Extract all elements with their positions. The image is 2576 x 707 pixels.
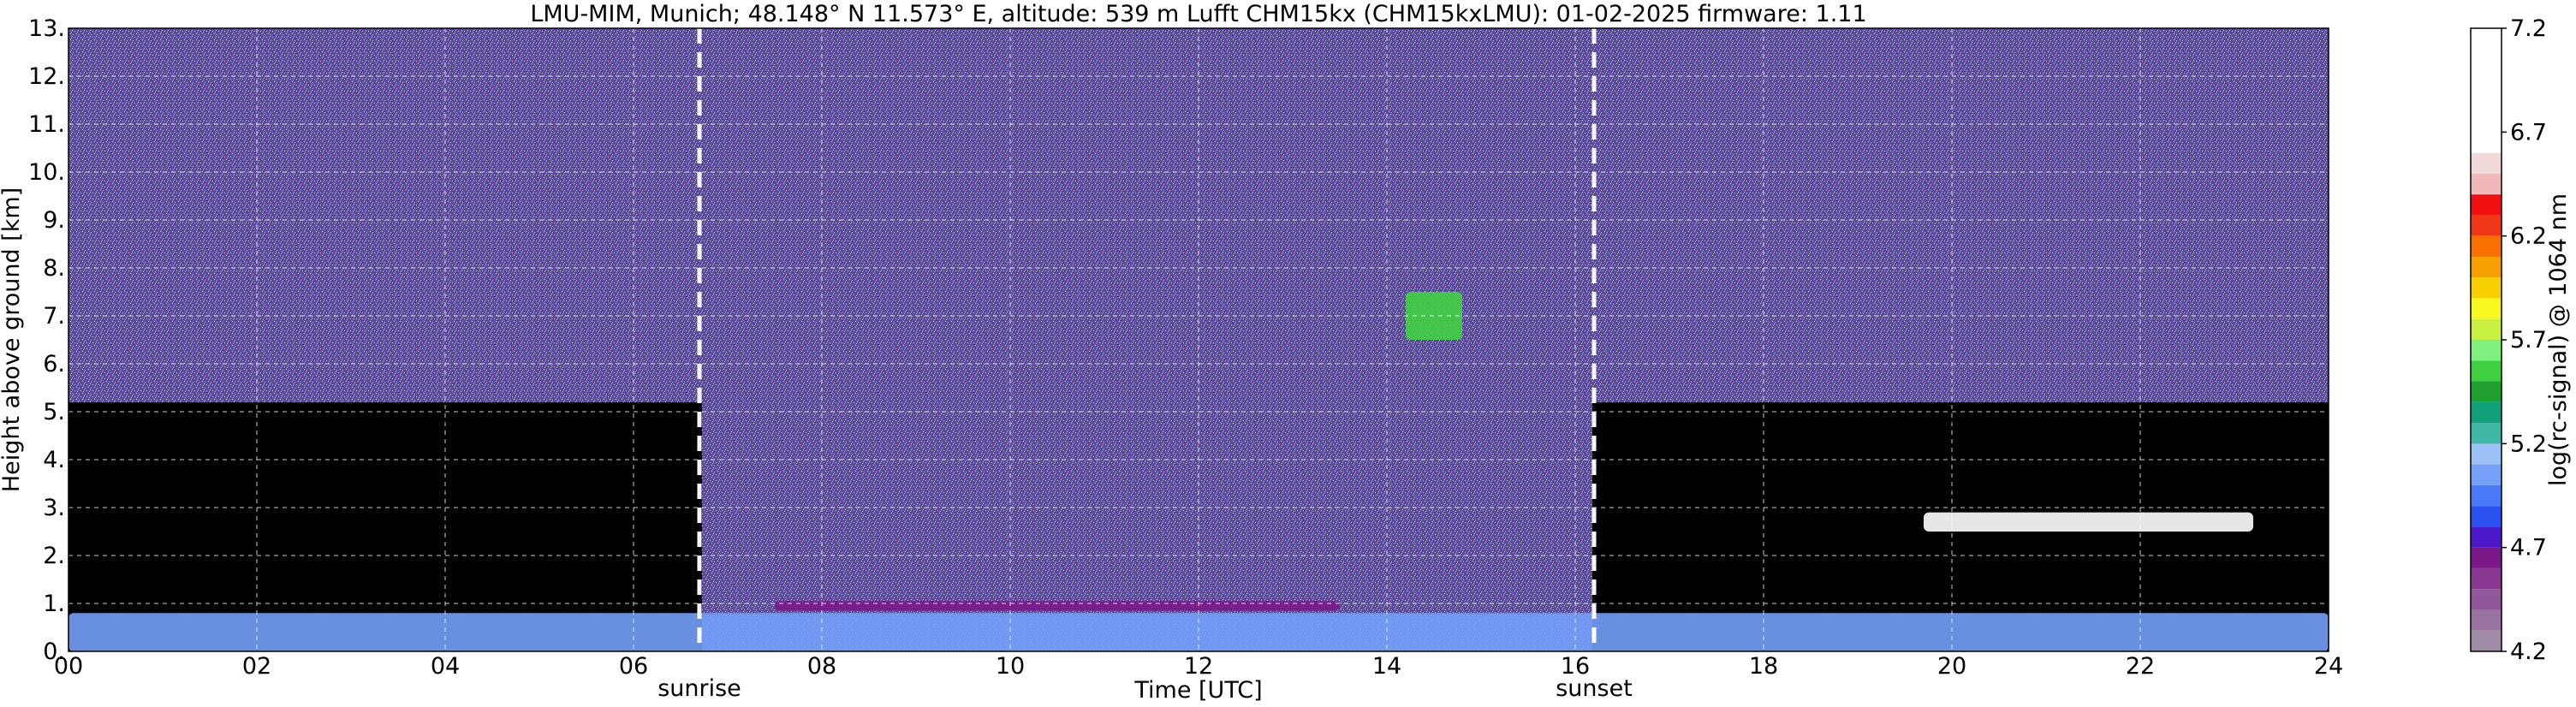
colorbar-bin — [2471, 173, 2502, 195]
night-shade-left — [68, 402, 702, 651]
marker-labels: sunrise sunset — [657, 675, 1633, 702]
plot-area — [68, 28, 2329, 651]
colorbar-bin — [2471, 215, 2502, 236]
colorbar-bin — [2471, 609, 2502, 631]
colorbar-bin — [2471, 28, 2502, 153]
colorbar-tick-label: 7.2 — [2510, 15, 2547, 42]
x-tick-label: 12 — [1184, 653, 1213, 680]
marker-lines — [697, 28, 1597, 651]
chart-title: LMU-MIM, Munich; 48.148° N 11.573° E, al… — [530, 1, 1866, 27]
colorbar-ticks: 4.2 4.7 5.2 5.7 6.2 6.7 7.2 — [2502, 15, 2547, 665]
colorbar-bin — [2471, 152, 2502, 174]
x-tick-label: 08 — [807, 653, 836, 680]
x-tick-label: 04 — [431, 653, 460, 680]
colorbar-bin — [2471, 506, 2502, 527]
x-tick-label: 14 — [1372, 653, 1401, 680]
feature-cirrus — [1406, 292, 1462, 340]
colorbar-bin — [2471, 298, 2502, 319]
colorbar-bin — [2471, 235, 2502, 257]
y-tick-label: 11. — [28, 111, 65, 138]
x-tick-label: 22 — [2126, 653, 2155, 680]
y-tick-label: 3. — [43, 495, 65, 521]
colorbar-bin — [2471, 318, 2502, 340]
colorbar-bin — [2471, 340, 2502, 361]
y-tick-label: 2. — [43, 543, 65, 569]
colorbar-tick-label: 6.7 — [2510, 119, 2547, 146]
x-tick-label: 18 — [1749, 653, 1778, 680]
colorbar-bin — [2471, 547, 2502, 568]
colorbar-bin — [2471, 484, 2502, 507]
y-tick-label: 6. — [43, 351, 65, 377]
feature-cloud-layer — [1924, 512, 2253, 532]
y-axis-label: Height above ground [km] — [0, 187, 25, 492]
y-tick-label: 10. — [28, 159, 65, 186]
y-tick-label: 8. — [43, 255, 65, 282]
colorbar-bin — [2471, 630, 2502, 651]
colorbar-bin — [2471, 381, 2502, 402]
y-tick-label: 12. — [28, 63, 65, 90]
colorbar-bin — [2471, 589, 2502, 610]
feature-residual-layer — [775, 601, 1340, 611]
x-tick-label: 10 — [996, 653, 1025, 680]
colorbar-tick-label: 6.2 — [2510, 223, 2547, 250]
x-tick-label: 24 — [2314, 653, 2343, 680]
x-ticks: 00 02 04 06 08 10 12 14 16 18 20 22 24 — [54, 653, 2343, 680]
colorbar-label: log(rc-signal) @ 1064 nm — [2545, 193, 2572, 486]
x-tick-label: 20 — [1937, 653, 1966, 680]
y-tick-label: 9. — [43, 207, 65, 234]
colorbar-bin — [2471, 423, 2502, 444]
colorbar-tick-label: 5.7 — [2510, 327, 2547, 354]
y-tick-label: 1. — [43, 591, 65, 617]
marker-label-sunrise: sunrise — [657, 675, 741, 702]
colorbar-bin — [2471, 277, 2502, 299]
grid-layer — [68, 28, 2329, 651]
x-tick-label: 00 — [54, 653, 83, 680]
x-tick-label: 16 — [1561, 653, 1590, 680]
plot-frame — [68, 27, 2329, 652]
colorbar-bin — [2471, 256, 2502, 278]
x-tick-label: 02 — [242, 653, 271, 680]
colorbar-bin — [2471, 464, 2502, 485]
colorbar-tick-label: 4.2 — [2510, 639, 2547, 665]
colorbar-bin — [2471, 401, 2502, 424]
colorbar-bin — [2471, 194, 2502, 216]
colorbar-bin — [2471, 443, 2502, 465]
colorbar — [2471, 28, 2502, 651]
y-tick-label: 0. — [43, 639, 65, 665]
colorbar-tick-label: 4.7 — [2510, 535, 2547, 561]
y-ticks: 0. 1. 2. 3. 4. 5. 6. 7. 8. 9. 10. 11. 12. 13. — [28, 15, 65, 665]
colorbar-bin — [2471, 567, 2502, 590]
x-axis-label: Time [UTC] — [1133, 677, 1262, 704]
y-tick-label: 4. — [43, 447, 65, 473]
colorbar-bin — [2471, 360, 2502, 382]
y-tick-label: 13. — [28, 15, 65, 42]
colorbar-bin — [2471, 526, 2502, 548]
x-tick-label: 06 — [619, 653, 648, 680]
colorbar-tick-label: 5.2 — [2510, 431, 2547, 457]
y-tick-label: 5. — [43, 399, 65, 425]
y-tick-label: 7. — [43, 303, 65, 330]
marker-label-sunset: sunset — [1556, 675, 1633, 702]
